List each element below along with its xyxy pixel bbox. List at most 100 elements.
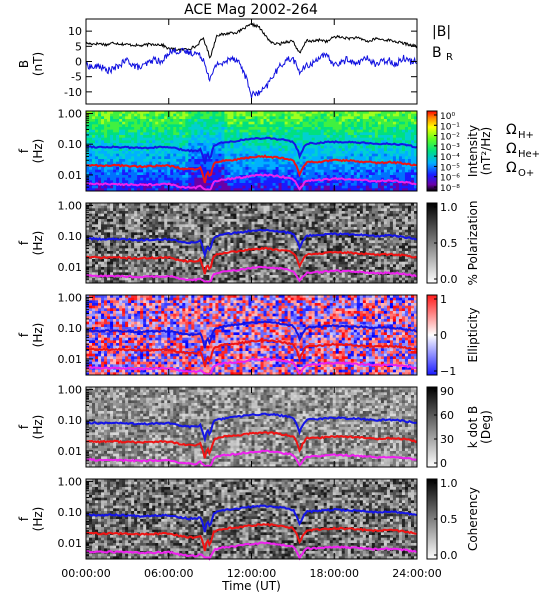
spectrogram-cell bbox=[209, 135, 213, 139]
spectrogram-cell bbox=[173, 175, 177, 179]
spectrogram-cell bbox=[134, 232, 138, 236]
spectrogram-cell bbox=[155, 129, 159, 133]
spectrogram-cell bbox=[89, 135, 93, 139]
spectrogram-cell bbox=[95, 269, 99, 273]
spectrogram-cell bbox=[263, 145, 267, 149]
spectrogram-cell bbox=[236, 121, 240, 125]
spectrogram-cell bbox=[173, 235, 177, 239]
spectrogram-cell bbox=[257, 151, 261, 155]
spectrogram-cell bbox=[116, 221, 120, 225]
spectrogram-cell bbox=[245, 275, 249, 279]
spectrogram-cell bbox=[383, 145, 388, 149]
spectrogram-cell bbox=[176, 235, 180, 239]
spectrogram-cell bbox=[368, 111, 373, 115]
spectrogram-cell bbox=[101, 272, 105, 276]
spectrogram-cell bbox=[137, 151, 141, 155]
spectrogram-cell bbox=[170, 180, 174, 184]
spectrogram-cell bbox=[260, 111, 264, 115]
spectrogram-cell bbox=[140, 127, 144, 131]
spectrogram-cell bbox=[164, 240, 168, 244]
spectrogram-cell bbox=[125, 180, 129, 184]
spectrogram-cell bbox=[242, 224, 246, 228]
spectrogram-cell bbox=[254, 132, 258, 136]
spectrogram-cell bbox=[104, 261, 108, 265]
spectrogram-cell bbox=[113, 248, 117, 252]
spectrogram-cell bbox=[191, 145, 195, 149]
spectrogram-cell bbox=[116, 235, 120, 239]
spectrogram-cell bbox=[347, 164, 352, 168]
spectrogram-cell bbox=[179, 119, 183, 123]
spectrogram-cell bbox=[365, 137, 370, 141]
spectrogram-cell bbox=[404, 172, 409, 176]
spectrogram-cell bbox=[200, 280, 204, 284]
spectrogram-cell bbox=[173, 280, 177, 284]
spectrogram-cell bbox=[290, 145, 295, 149]
spectrogram-cell bbox=[95, 224, 99, 228]
spectrogram-cell bbox=[218, 145, 222, 149]
spectrogram-cell bbox=[407, 111, 412, 115]
spectrogram-cell bbox=[101, 267, 105, 271]
spectrogram-cell bbox=[302, 177, 307, 181]
spectrogram-cell bbox=[227, 245, 231, 249]
spectrogram-cell bbox=[191, 177, 195, 181]
spectrogram-cell bbox=[317, 185, 322, 189]
spectrogram-cell bbox=[401, 177, 406, 181]
spectrogram-cell bbox=[182, 183, 186, 187]
spectrogram-cell bbox=[173, 180, 177, 184]
spectrogram-cell bbox=[125, 140, 129, 144]
spectrogram-cell bbox=[374, 156, 379, 160]
spectrogram-cell bbox=[308, 183, 313, 187]
spectrogram-cell bbox=[122, 227, 126, 231]
spectrogram-cell bbox=[98, 177, 102, 181]
spectrogram-cell bbox=[191, 269, 195, 273]
spectrogram-cell bbox=[353, 180, 358, 184]
spectrogram-cell bbox=[188, 135, 192, 139]
spectrogram-cell bbox=[233, 143, 237, 147]
spectrogram-cell bbox=[185, 248, 189, 252]
spectrogram-cell bbox=[236, 169, 240, 173]
spectrogram-cell bbox=[236, 111, 240, 115]
spectrogram-cell bbox=[95, 132, 99, 136]
spectrogram-cell bbox=[308, 145, 313, 149]
spectrogram-cell bbox=[314, 153, 319, 157]
spectrogram-cell bbox=[146, 229, 150, 233]
spectrogram-cell bbox=[398, 132, 403, 136]
spectrogram-cell bbox=[191, 213, 195, 217]
spectrogram-cell bbox=[98, 140, 102, 144]
spectrogram-cell bbox=[242, 143, 246, 147]
spectrogram-cell bbox=[101, 227, 105, 231]
spectrogram-cell bbox=[194, 132, 198, 136]
spectrogram-cell bbox=[335, 175, 340, 179]
spectrogram-cell bbox=[395, 145, 400, 149]
spectrogram-cell bbox=[212, 116, 216, 120]
spectrogram-cell bbox=[263, 140, 267, 144]
spectrogram-cell bbox=[356, 129, 361, 133]
spectrogram-cell bbox=[179, 219, 183, 223]
spectrogram-cell bbox=[392, 116, 397, 120]
spectrogram-cell bbox=[110, 224, 114, 228]
spectrogram-cell bbox=[173, 272, 177, 276]
spectrogram-cell bbox=[110, 232, 114, 236]
spectrogram-cell bbox=[134, 161, 138, 165]
spectrogram-cell bbox=[311, 183, 316, 187]
spectrogram-cell bbox=[125, 259, 129, 263]
spectrogram-cell bbox=[179, 129, 183, 133]
spectrogram-cell bbox=[203, 232, 207, 236]
spectrogram-cell bbox=[371, 145, 376, 149]
spectrogram-cell bbox=[221, 219, 225, 223]
spectrogram-cell bbox=[404, 185, 409, 189]
spectrogram-cell bbox=[125, 245, 129, 249]
spectrogram-cell bbox=[203, 183, 207, 187]
spectrogram-cell bbox=[284, 132, 289, 136]
spectrogram-cell bbox=[107, 169, 111, 173]
spectrogram-cell bbox=[134, 140, 138, 144]
spectrogram-cell bbox=[263, 177, 267, 181]
spectrogram-cell bbox=[179, 156, 183, 160]
spectrogram-cell bbox=[245, 221, 249, 225]
spectrogram-cell bbox=[224, 188, 228, 192]
spectrogram-cell bbox=[191, 172, 195, 176]
spectrogram-cell bbox=[356, 113, 361, 117]
spectrogram-cell bbox=[203, 203, 207, 207]
spectrogram-cell bbox=[197, 251, 201, 255]
spectrogram-cell bbox=[314, 151, 319, 155]
